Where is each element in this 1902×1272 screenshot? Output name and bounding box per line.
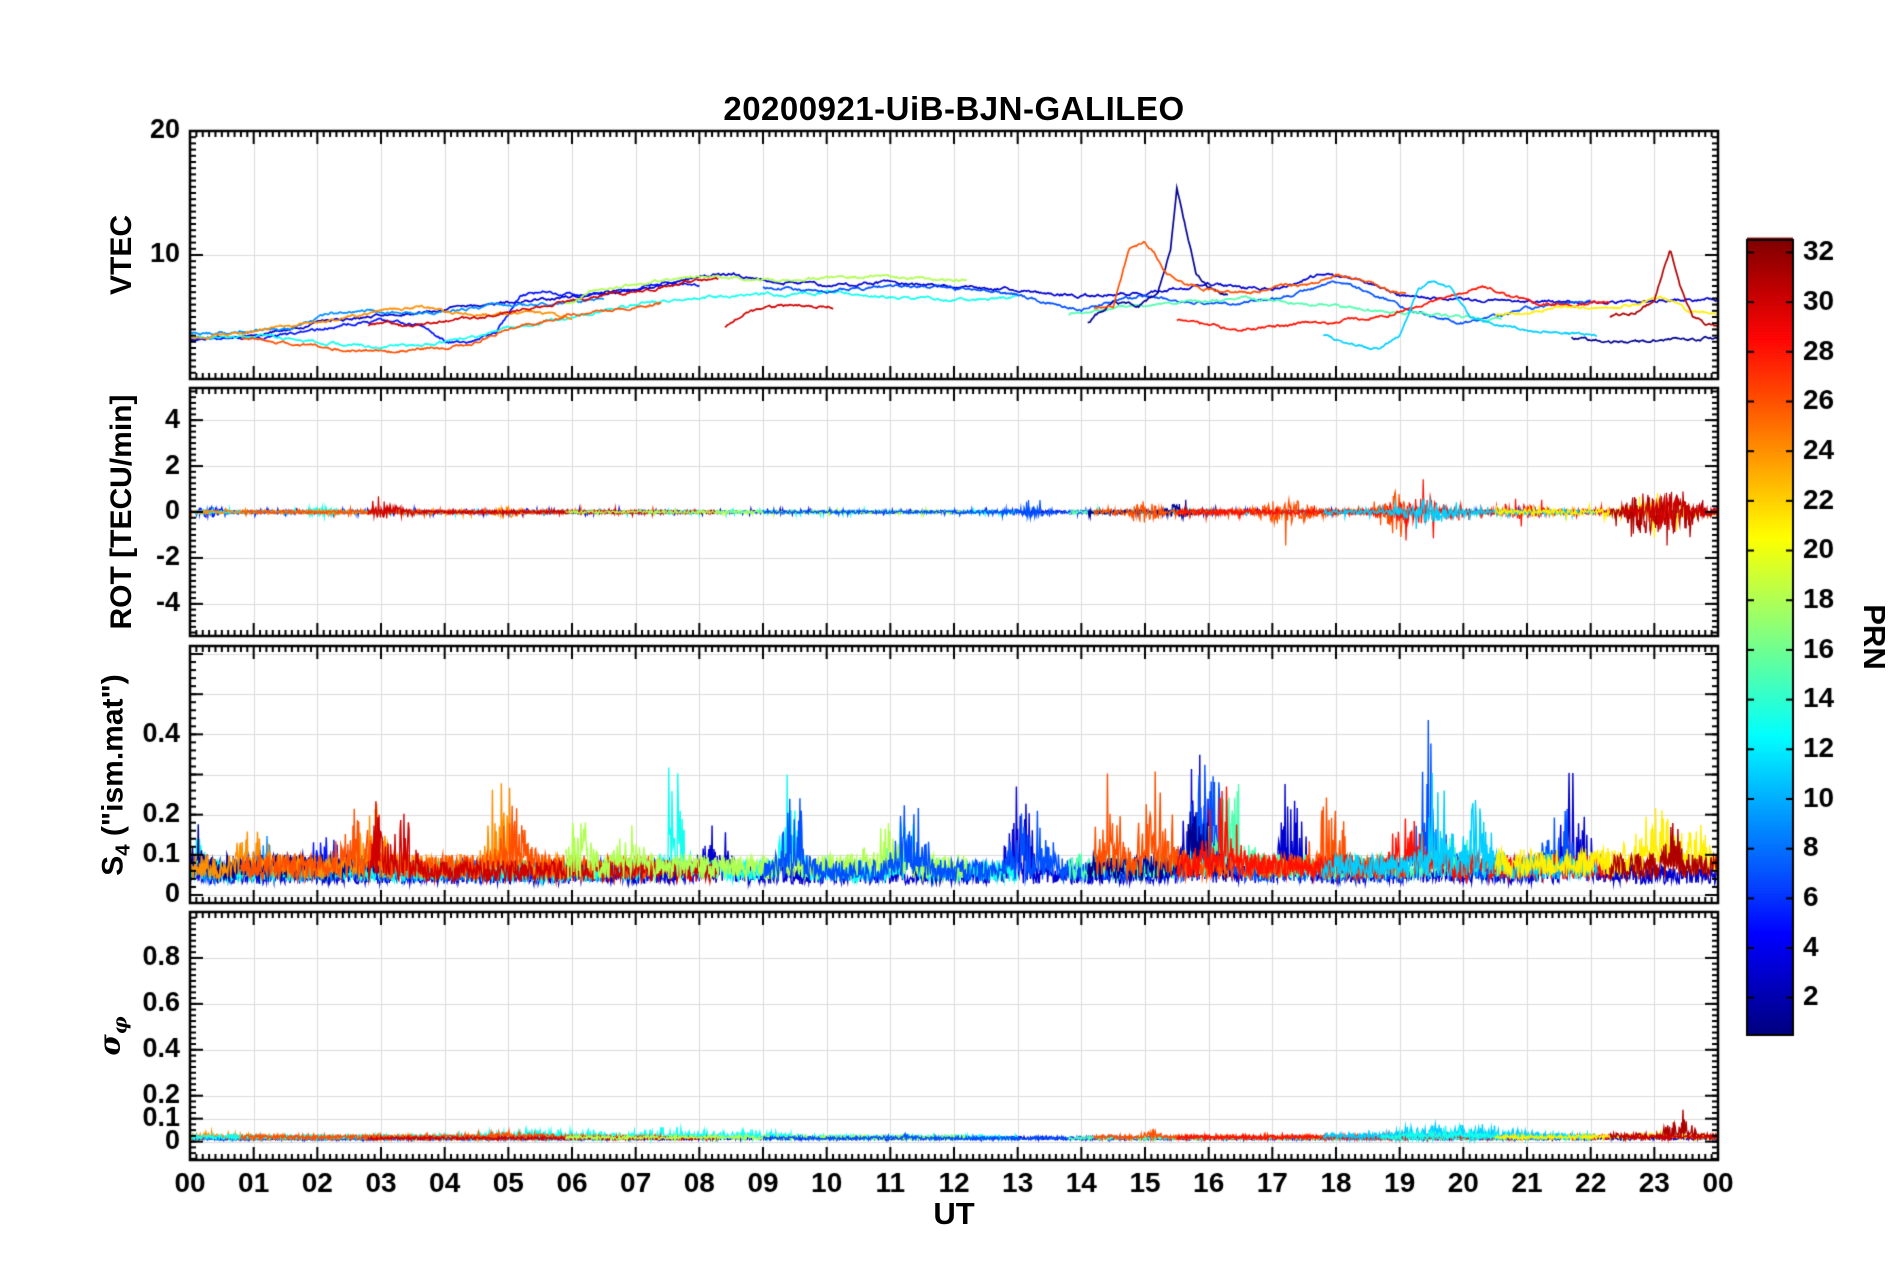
ylabel-vtec: VTEC xyxy=(105,214,138,296)
ylabel-sigma-sub: φ xyxy=(107,1016,132,1035)
xlabel-ut: UT xyxy=(933,1196,975,1231)
ylabel-rot: ROT [TECU/min] xyxy=(105,394,138,630)
ylabel-s4-sub: 4 xyxy=(112,844,135,856)
colorbar-label: PRN xyxy=(1857,604,1892,670)
ylabel-s4-rest: ("ism.mat") xyxy=(96,674,130,845)
ylabel-s4: S4 ("ism.mat") xyxy=(97,674,136,876)
ylabel-sigma-main: σ xyxy=(92,1034,127,1056)
ylabel-sigma: σφ xyxy=(93,1016,132,1055)
chart-title: 20200921-UiB-BJN-GALILEO xyxy=(723,90,1185,127)
ylabel-s4-main: S xyxy=(96,855,130,876)
